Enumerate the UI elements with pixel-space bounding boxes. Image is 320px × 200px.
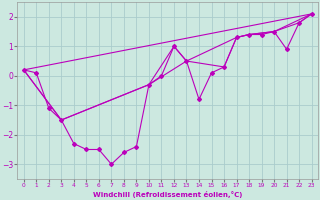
X-axis label: Windchill (Refroidissement éolien,°C): Windchill (Refroidissement éolien,°C) (93, 191, 242, 198)
